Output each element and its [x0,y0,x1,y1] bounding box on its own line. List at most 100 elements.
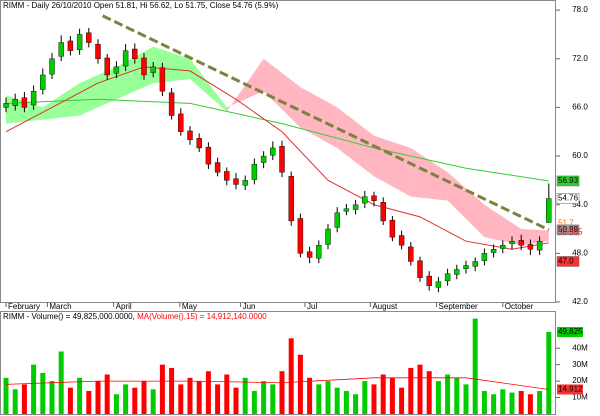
candle-body [500,245,506,249]
x-tick-label: September [439,302,478,311]
candle-body [518,240,524,246]
cloud [374,135,411,197]
candle-body [122,50,129,67]
cloud [263,58,301,128]
candle-body [132,48,138,59]
volume-bar [21,384,27,414]
volume-bar [546,332,552,414]
price-tag-label: 47.0 [558,257,574,266]
x-tick-label: August [372,302,398,311]
candle-body [408,246,414,262]
candle-body [104,57,110,76]
candle-body [316,245,322,259]
candle-body [454,269,460,275]
y-tick-label: 72.0 [572,54,588,63]
candle-body [224,171,230,181]
volume-bar [270,384,276,414]
volume-bar [150,389,156,414]
volume-bar [389,377,395,414]
candle-body [426,275,432,286]
candle-body [279,146,285,173]
volume-bar [224,374,230,414]
price-tag-label: 56.93 [558,176,579,185]
volume-bar [251,390,257,414]
volume-bar [187,377,193,414]
candle-body [389,219,396,238]
candle-body [260,155,267,163]
candle-body [12,99,18,106]
candle-body [509,240,515,244]
volume-bar [77,377,83,414]
x-tick-label: April [116,302,132,311]
volume-bar [297,354,303,414]
y-tick-label: 10M [572,393,588,402]
trendline [101,14,550,232]
y-tick-label: 66.0 [572,103,588,112]
candle-body [3,103,9,108]
volume-bar [417,364,423,414]
volume-bar [67,387,73,414]
volume-bar [233,387,239,414]
volume-bar [343,390,349,414]
candle-body [21,97,28,108]
price-frame [0,0,556,303]
candle-body [270,147,276,156]
candle-body [58,42,64,57]
volume-bar [159,364,165,414]
volume-ma-header: MA(Volume(),15) = 14,912,140.0000 [137,312,267,321]
volume-bar [472,318,478,414]
cloud [410,147,448,201]
volume-bar [95,381,101,414]
price-tag-label: 50.565 [558,228,583,237]
y-tick-label: 78.0 [572,5,588,14]
y-tick-label: 54.0 [572,200,588,209]
volume-bar [380,374,386,414]
volume-bar [205,371,211,414]
volume-bar [371,384,377,414]
moving-average [5,66,549,250]
volume-bar [463,384,469,414]
volume-bar [40,372,46,414]
candle-body [352,204,359,210]
volume-bar [537,390,543,414]
volume-bar [104,374,110,414]
moving-average [5,98,549,182]
volume-bar [31,364,37,414]
x-tick-label: Jun [243,302,256,311]
volume-bar [49,381,55,414]
volume-bar [408,367,414,414]
y-tick-label: 40M [572,343,588,352]
volume-tag-label: 49,825 [558,327,583,336]
y-tick-label: 42.0 [572,297,588,306]
y-tick-label: 30M [572,360,588,369]
y-tick-label: 60.0 [572,151,588,160]
candle-body [40,74,46,90]
candle-body [398,235,405,246]
price-tag-box [556,193,580,204]
volume-bar [242,377,248,414]
candle-body [205,146,212,165]
volume-bar [86,390,92,414]
volume-bar [215,384,221,414]
x-tick-label: March [49,302,71,311]
volume-bar [178,384,184,414]
candle-body [150,66,156,73]
price-tag-box [556,224,580,236]
candle-body [242,180,248,186]
volume-bar [325,381,331,414]
candle-body [67,40,74,51]
candle-body [233,178,239,185]
cloud [300,87,338,148]
volume-bar [141,381,147,414]
candle-body [49,58,55,75]
candle-body [371,195,377,201]
cloud [484,204,522,246]
candle-body [481,253,488,261]
candle-body [417,260,423,278]
chart-title: RIMM - Daily 26/10/2010 Open 51.81, Hi 5… [3,1,279,10]
x-tick-label: Jul [307,302,317,311]
candle-body [380,202,386,222]
candle-body [76,34,83,51]
volume-frame [0,311,556,415]
candle-body [297,218,304,254]
